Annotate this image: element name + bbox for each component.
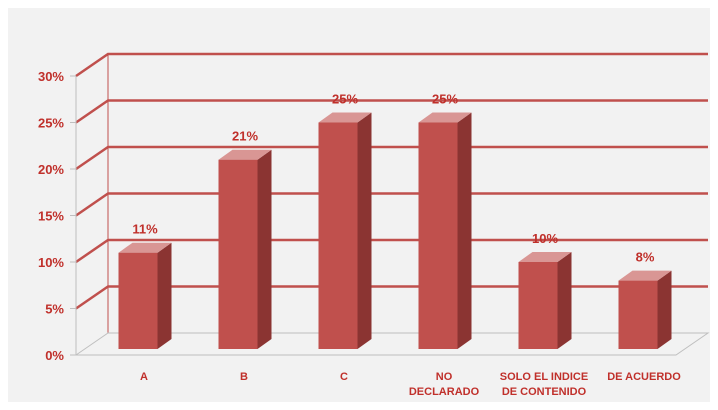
y-tick-label: 25% <box>38 116 64 131</box>
y-tick-label: 20% <box>38 162 64 177</box>
x-category-label: DECLARADO <box>409 386 480 398</box>
y-tick-label: 0% <box>45 348 64 363</box>
gridline <box>75 145 708 171</box>
data-label: 8% <box>636 250 655 265</box>
bar-side <box>157 242 172 349</box>
data-label: 25% <box>332 92 358 107</box>
y-tick-label: 15% <box>38 209 64 224</box>
bar-top <box>518 252 572 262</box>
data-label: 11% <box>132 222 158 237</box>
x-category-label: NO <box>436 371 453 383</box>
bar <box>218 159 258 349</box>
bar <box>518 262 558 349</box>
bar <box>118 252 158 349</box>
gridline <box>75 52 708 78</box>
bar-side <box>557 252 572 349</box>
data-label: 10% <box>532 231 558 246</box>
bar <box>418 122 458 349</box>
x-category-label: SOLO EL INDICE <box>500 371 588 383</box>
bar-side <box>257 149 272 349</box>
bar-top <box>118 242 172 253</box>
chart-floor <box>74 332 710 356</box>
bar <box>618 280 658 349</box>
bar-top <box>418 112 472 123</box>
gridline <box>75 99 708 124</box>
bar-side <box>457 112 472 349</box>
bar-top <box>618 270 672 281</box>
bar <box>318 122 358 349</box>
bar-side <box>357 112 372 349</box>
x-category-label: C <box>340 371 348 383</box>
bar-top <box>318 112 372 123</box>
y-tick-label: 10% <box>38 255 64 270</box>
bar-top <box>218 149 272 160</box>
gridline <box>75 285 708 310</box>
x-category-label: DE CONTENIDO <box>502 386 587 398</box>
x-category-label: A <box>140 371 148 383</box>
gridline <box>75 192 708 217</box>
x-category-label: B <box>240 371 248 383</box>
y-tick-label: 30% <box>38 69 64 84</box>
y-tick-label: 5% <box>45 302 64 317</box>
bar-side <box>657 270 672 349</box>
data-label: 25% <box>432 92 458 107</box>
data-label: 21% <box>232 129 258 144</box>
x-category-label: DE ACUERDO <box>607 371 681 383</box>
gridline <box>75 238 708 264</box>
